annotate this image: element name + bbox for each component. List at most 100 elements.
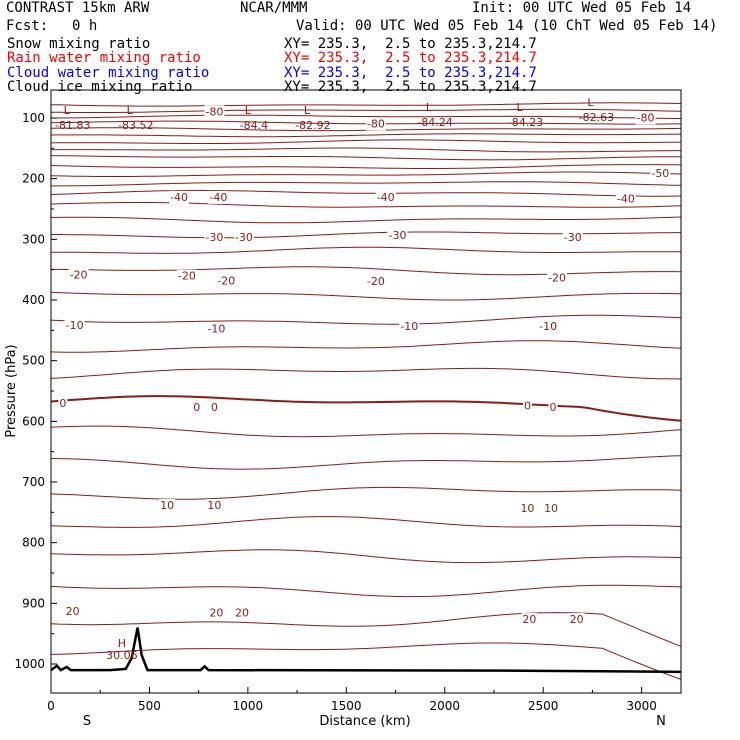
contour-label: -80 xyxy=(637,111,655,124)
forecast-label: Fcst: xyxy=(6,18,49,34)
contour-line xyxy=(51,340,681,353)
contour-label-background xyxy=(387,229,408,243)
contour-label-background xyxy=(650,167,671,181)
x-axis-end-right: N xyxy=(656,714,666,729)
contour-label-background xyxy=(58,397,68,411)
plot-frame xyxy=(50,89,682,694)
field-name-cloud-ice: Cloud ice mixing ratio xyxy=(7,79,193,95)
contour-label: -80 xyxy=(205,105,223,118)
y-tick-label: 100 xyxy=(22,111,45,125)
contour-line xyxy=(51,612,681,647)
contour-label: -30 xyxy=(205,231,223,244)
contour-label-background xyxy=(208,190,229,204)
contour-label-background xyxy=(365,275,386,289)
contour-label-background xyxy=(233,230,254,244)
low-marker: L xyxy=(516,101,523,114)
contour-label: -10 xyxy=(66,319,84,332)
contour-line xyxy=(51,114,681,119)
contour-line xyxy=(51,139,681,144)
x-tick-label: 0 xyxy=(47,699,55,713)
contour-label-background xyxy=(562,230,583,244)
contour-label-background xyxy=(375,190,396,204)
label-layer: -80 -80 -80 -50 -40 -40 -40 -40 -30 -30 -30 -30 -20 -… xyxy=(55,96,671,662)
y-axis-title: Pressure (hPa) xyxy=(4,344,19,437)
y-tick-label: 900 xyxy=(22,596,45,610)
contour-label-background xyxy=(615,192,636,206)
contour-line xyxy=(51,216,681,224)
source-label: NCAR/MMM xyxy=(240,0,308,16)
contour-line xyxy=(51,155,681,161)
contour-label-background xyxy=(548,400,558,414)
terrain-layer xyxy=(50,627,682,674)
contour-label: -40 xyxy=(617,193,635,206)
contour-label: 10 xyxy=(544,502,558,515)
contour-line xyxy=(51,486,681,500)
contour-line xyxy=(51,133,681,138)
field-name-cloud-water: Cloud water mixing ratio xyxy=(7,65,210,81)
low-value-label: -83.52 xyxy=(118,119,153,132)
contour-line xyxy=(51,516,681,528)
contour-label: 0 xyxy=(524,400,531,413)
x-tick-label: 1000 xyxy=(233,699,264,713)
low-value-label: -81.83 xyxy=(55,119,90,132)
contour-label: -20 xyxy=(548,272,566,285)
contour-label-background xyxy=(521,613,538,627)
contour-label: -30 xyxy=(235,231,253,244)
low-marker: L xyxy=(587,96,594,109)
contour-line xyxy=(51,171,681,177)
field-xy-cloud-water: XY= 235.3, 2.5 to 235.3,214.7 xyxy=(284,65,537,81)
field-name-snow: Snow mixing ratio xyxy=(7,36,151,52)
contour-label: 10 xyxy=(160,499,174,512)
contour-label: 0 xyxy=(211,401,218,414)
contour-label: -50 xyxy=(651,167,669,180)
valid-time: Valid: 00 UTC Wed 05 Feb 14 (10 ChT Wed … xyxy=(296,18,718,34)
x-tick-label: 500 xyxy=(138,699,161,713)
contour-label: 0 xyxy=(59,397,66,410)
low-value-label: -84.24 xyxy=(417,116,452,129)
low-marker: L xyxy=(127,104,134,117)
contour-label-background xyxy=(206,499,223,513)
contour-line xyxy=(51,147,681,153)
contour-label: -20 xyxy=(367,275,385,288)
contour-label: -10 xyxy=(400,320,418,333)
contour-label-background xyxy=(204,230,225,244)
field-name-rain: Rain water mixing ratio xyxy=(7,50,201,66)
x-tick-label: 1500 xyxy=(331,699,362,713)
forecast-hour: 0 h xyxy=(72,18,98,34)
x-tick-label: 3000 xyxy=(626,699,657,713)
contour-label: -30 xyxy=(564,231,582,244)
low-value-label: -82.92 xyxy=(295,119,330,132)
contour-line xyxy=(51,102,681,107)
contour-label-background xyxy=(546,271,567,285)
contour-line xyxy=(51,181,681,187)
contour-label-background xyxy=(522,399,532,413)
contour-line xyxy=(51,202,681,208)
contour-label: -40 xyxy=(209,191,227,204)
contour-line xyxy=(51,108,681,113)
contour-label-background xyxy=(543,502,560,516)
contour-line xyxy=(51,584,681,598)
contour-label: 20 xyxy=(235,606,249,619)
y-tick-label: 1000 xyxy=(14,657,45,671)
contour-line xyxy=(51,246,681,254)
contour-line xyxy=(51,164,681,169)
freezing-contour-line xyxy=(51,395,681,422)
y-tick-label: 200 xyxy=(22,172,45,186)
contour-label: 10 xyxy=(207,499,221,512)
contour-label-background xyxy=(538,320,559,334)
y-tick-label: 600 xyxy=(22,414,45,428)
x-axis-end-left: S xyxy=(83,714,91,729)
axes-layer: 0 500 1000 1500 2000 2500 30001002003004005006… xyxy=(14,111,656,713)
field-xy-cloud-ice: XY= 235.3, 2.5 to 235.3,214.7 xyxy=(284,79,537,95)
contour-label: 20 xyxy=(522,613,536,626)
contour-label: 0 xyxy=(193,401,200,414)
contour-line xyxy=(51,291,681,301)
x-axis-title: Distance (km) xyxy=(319,714,410,729)
contour-label-background xyxy=(192,400,202,414)
contour-line xyxy=(51,367,681,380)
contour-label: -40 xyxy=(377,191,395,204)
contour-label: 20 xyxy=(209,606,223,619)
init-time: Init: 00 UTC Wed 05 Feb 14 xyxy=(472,0,692,16)
contour-label-background xyxy=(206,322,227,336)
